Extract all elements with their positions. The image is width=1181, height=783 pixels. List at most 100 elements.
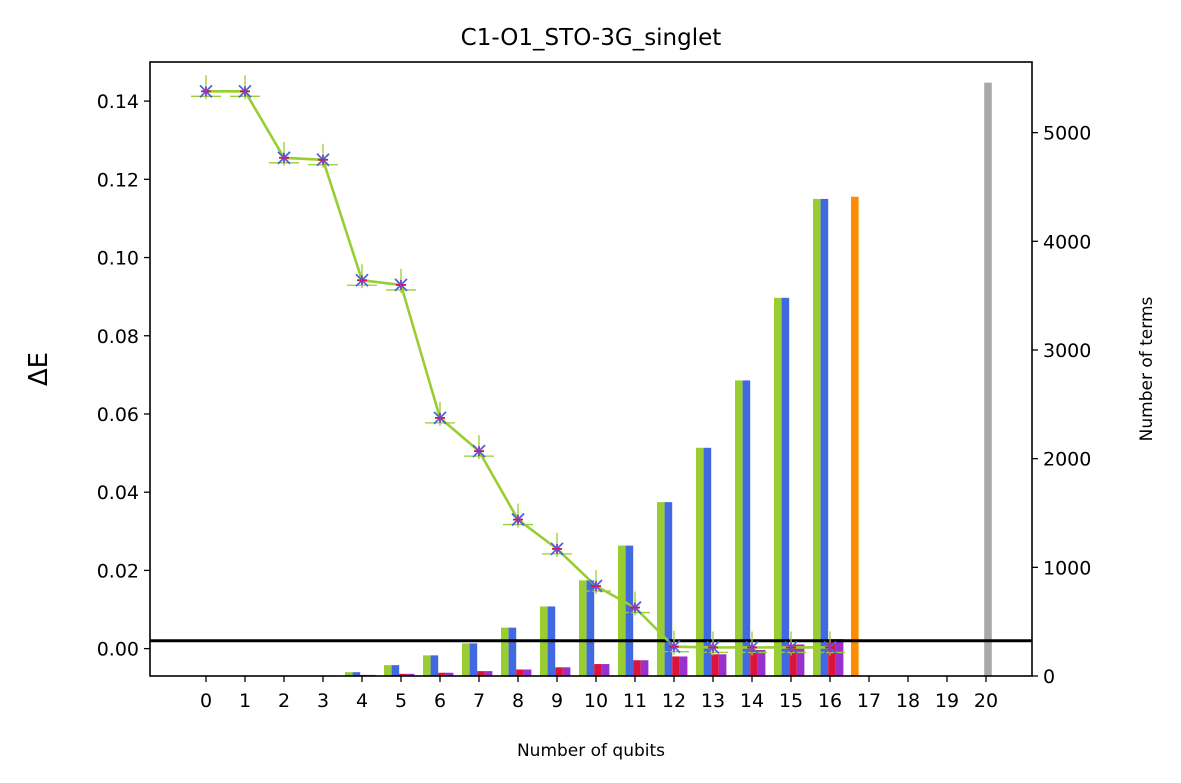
- bar: [789, 644, 797, 676]
- bar: [594, 664, 602, 676]
- data-point: [737, 631, 767, 656]
- x-tick-label: 1: [239, 690, 251, 712]
- bar: [750, 649, 758, 676]
- left-tick-label: 0.10: [97, 248, 139, 270]
- bar: [735, 380, 743, 676]
- data-point: [776, 631, 806, 656]
- x-tick-label: 4: [356, 690, 368, 712]
- bar: [501, 627, 509, 676]
- bar: [555, 667, 563, 676]
- bar: [657, 502, 665, 676]
- x-tick-label: 11: [623, 690, 647, 712]
- x-tick-label: 20: [974, 690, 998, 712]
- x-tick-label: 17: [857, 690, 881, 712]
- data-point: [191, 75, 221, 100]
- data-point: [347, 264, 377, 289]
- bar: [633, 660, 641, 676]
- bar: [618, 545, 626, 676]
- bar: [406, 673, 415, 676]
- right-tick-label: 1000: [1043, 557, 1091, 579]
- bar: [820, 198, 829, 676]
- bar: [469, 643, 478, 676]
- right-tick-label: 0: [1043, 666, 1055, 688]
- left-axis-ticks: 0.00 0.02 0.04 0.06 0.08 0.10 0.12 0.14: [97, 91, 150, 661]
- bar: [757, 649, 766, 676]
- data-point: [620, 591, 650, 616]
- left-tick-label: 0.04: [97, 482, 139, 504]
- bar: [679, 656, 688, 676]
- delta-e-series-group: [191, 75, 845, 656]
- data-point: [425, 401, 455, 426]
- bar: [828, 639, 836, 676]
- bar: [508, 627, 517, 676]
- data-point: [503, 503, 533, 528]
- left-tick-label: 0.02: [97, 560, 139, 582]
- data-point: [542, 532, 572, 557]
- x-tick-label: 13: [701, 690, 725, 712]
- data-point: [815, 631, 845, 656]
- x-tick-label: 9: [551, 690, 563, 712]
- bar: [399, 673, 407, 676]
- x-tick-label: 19: [935, 690, 959, 712]
- x-tick-label: 8: [512, 690, 524, 712]
- bar: [796, 644, 805, 676]
- left-tick-label: 0.06: [97, 404, 139, 426]
- right-tick-label: 5000: [1043, 123, 1091, 145]
- bar: [984, 82, 992, 677]
- data-point: [386, 268, 416, 293]
- x-tick-label: 3: [317, 690, 329, 712]
- x-axis-label: Number of qubits: [517, 741, 665, 761]
- bar: [445, 672, 454, 676]
- bar: [523, 669, 532, 676]
- bar: [851, 196, 859, 677]
- bar: [462, 643, 470, 676]
- bar: [703, 447, 712, 676]
- x-tick-label: 7: [473, 690, 485, 712]
- bar: [391, 665, 400, 676]
- left-tick-label: 0.12: [97, 169, 139, 191]
- bar: [352, 672, 361, 676]
- bar: [711, 654, 719, 676]
- x-tick-label: 15: [779, 690, 803, 712]
- left-tick-label: 0.14: [97, 91, 139, 113]
- bar: [438, 672, 446, 676]
- data-point: [698, 631, 728, 656]
- left-tick-label: 0.08: [97, 326, 139, 348]
- x-tick-label: 2: [278, 690, 290, 712]
- x-axis-ticks: 0 1 2 3 4 5 6 7 8 9 10 11 12 13 14 15 16 17 18 19 20: [200, 676, 998, 712]
- data-point: [464, 435, 494, 460]
- bar: [562, 667, 571, 676]
- bar: [664, 502, 673, 676]
- data-point: [659, 630, 689, 655]
- bar: [601, 664, 610, 676]
- bar: [345, 672, 353, 676]
- bar: [516, 669, 524, 676]
- bar: [781, 297, 790, 676]
- bar: [835, 639, 844, 676]
- bar: [813, 198, 821, 676]
- bar: [430, 655, 439, 676]
- bar: [718, 654, 727, 676]
- bar: [672, 656, 680, 676]
- bar: [579, 580, 587, 676]
- right-tick-label: 2000: [1043, 449, 1091, 471]
- right-axis-label: Number of terms: [1137, 297, 1157, 442]
- x-tick-label: 5: [395, 690, 407, 712]
- right-tick-label: 4000: [1043, 231, 1091, 253]
- data-point: [230, 75, 260, 100]
- bar: [484, 671, 493, 676]
- x-tick-label: 0: [200, 690, 212, 712]
- bar: [696, 447, 704, 676]
- chart-title: C1-O1_STO-3G_singlet: [461, 25, 722, 51]
- data-point: [581, 570, 611, 595]
- bar: [586, 580, 595, 676]
- x-tick-label: 6: [434, 690, 446, 712]
- bar: [384, 665, 392, 676]
- x-tick-label: 16: [818, 690, 842, 712]
- bar: [423, 655, 431, 676]
- x-tick-label: 14: [740, 690, 764, 712]
- right-axis-ticks: 0 1000 2000 3000 4000 5000: [1032, 123, 1091, 688]
- x-tick-label: 12: [662, 690, 686, 712]
- bar: [625, 545, 634, 676]
